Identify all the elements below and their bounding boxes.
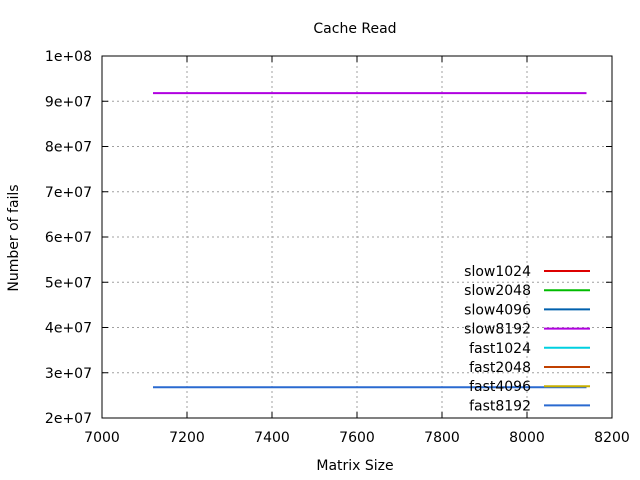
y-tick-label: 1e+08	[45, 49, 92, 65]
axis-ticks: 7000 7200 7400 7600 7800 8000 8200 2e+07 3e+07 4e…	[45, 49, 630, 446]
y-axis-label: Number of fails	[6, 184, 22, 291]
legend-label-fast4096: fast4096	[469, 379, 531, 395]
x-tick-label: 7200	[169, 430, 205, 446]
y-tick-label: 6e+07	[45, 230, 92, 246]
legend-label-slow2048: slow2048	[464, 283, 531, 299]
y-tick-label: 5e+07	[45, 275, 92, 291]
y-tick-label: 3e+07	[45, 366, 92, 382]
x-axis-label: Matrix Size	[316, 458, 393, 474]
y-tick-label: 9e+07	[45, 94, 92, 110]
x-tick-label: 8200	[594, 430, 630, 446]
y-tick-label: 4e+07	[45, 321, 92, 337]
legend-label-slow1024: slow1024	[464, 264, 531, 280]
legend-label-fast8192: fast8192	[469, 398, 531, 414]
legend-label-slow8192: slow8192	[464, 322, 531, 338]
legend-label-fast2048: fast2048	[469, 360, 531, 376]
series-layer	[153, 92, 587, 389]
x-tick-label: 8000	[509, 430, 545, 446]
chart-title: Cache Read	[313, 21, 396, 37]
grid-layer	[102, 56, 612, 418]
legend-label-slow4096: slow4096	[464, 302, 531, 318]
legend-label-fast1024: fast1024	[469, 341, 531, 357]
y-tick-label: 7e+07	[45, 185, 92, 201]
x-tick-label: 7000	[84, 430, 120, 446]
y-tick-label: 8e+07	[45, 140, 92, 156]
legend: slow1024 slow2048 slow4096 slow8192 fast1024…	[464, 264, 590, 414]
y-tick-label: 2e+07	[45, 411, 92, 427]
x-tick-label: 7400	[254, 430, 290, 446]
x-tick-label: 7600	[339, 430, 375, 446]
x-tick-label: 7800	[424, 430, 460, 446]
